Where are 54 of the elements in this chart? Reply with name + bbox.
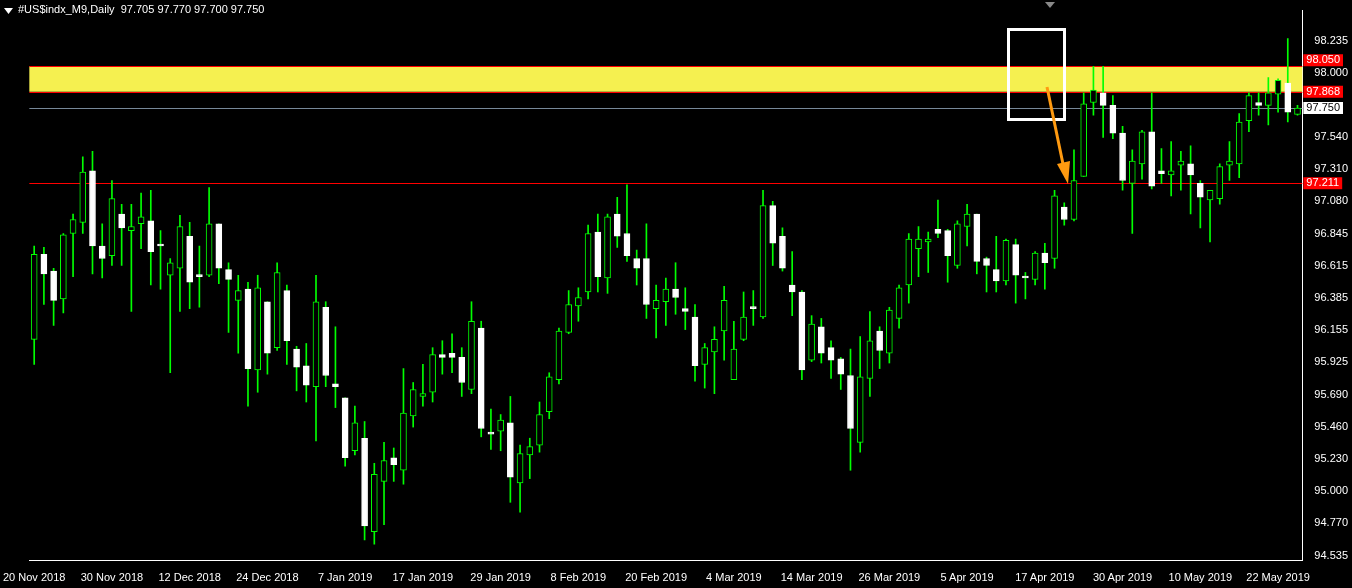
- y-tick-label: 97.540: [1314, 130, 1349, 143]
- y-tick-label: 95.230: [1314, 452, 1349, 465]
- candlestick: [749, 290, 757, 326]
- candlestick: [390, 447, 398, 482]
- x-tick-label: 17 Jan 2019: [392, 571, 454, 584]
- x-tick-label: 17 Apr 2019: [1015, 571, 1075, 584]
- x-tick-label: 14 Mar 2019: [780, 571, 843, 584]
- y-tick-label: 94.770: [1314, 516, 1349, 529]
- x-tick-label: 24 Dec 2018: [236, 571, 299, 584]
- candlestick: [137, 192, 145, 250]
- candlestick: [98, 223, 106, 279]
- x-tick-label: 10 May 2019: [1168, 571, 1233, 584]
- y-tick-label: 97.080: [1314, 194, 1349, 207]
- y-tick-label: 98.000: [1314, 66, 1349, 79]
- candlestick: [1177, 150, 1185, 191]
- x-tick-label: 12 Dec 2018: [158, 571, 221, 584]
- x-tick-label: 30 Nov 2018: [80, 571, 144, 584]
- x-tick-label: 5 Apr 2019: [940, 571, 994, 584]
- x-tick-label: 4 Mar 2019: [706, 571, 762, 584]
- y-tick-label: 95.925: [1314, 355, 1349, 368]
- ref-line-label: 98.050: [1306, 53, 1341, 66]
- candlestick: [448, 333, 456, 374]
- candlestick: [166, 258, 174, 374]
- x-tick-label: 29 Jan 2019: [470, 571, 531, 584]
- x-tick-label: 20 Feb 2019: [625, 571, 688, 584]
- x-tick-label: 20 Nov 2018: [2, 571, 66, 584]
- y-tick-label: 95.000: [1314, 484, 1349, 497]
- y-tick-label: 94.535: [1314, 548, 1349, 561]
- y-tick-label: 95.460: [1314, 420, 1349, 433]
- candlestick: [934, 199, 942, 238]
- ref-line-label: 97.868: [1306, 84, 1341, 97]
- candlestick: [1099, 65, 1107, 138]
- y-tick-label: 96.385: [1314, 291, 1349, 304]
- candlestick: [526, 437, 534, 479]
- candlestick: [681, 287, 689, 330]
- y-tick-label: 97.310: [1314, 162, 1349, 175]
- candlestick: [1167, 141, 1175, 197]
- x-tick-label: 8 Feb 2019: [550, 571, 607, 584]
- candlestick: [234, 274, 242, 354]
- x-tick-label: 7 Jan 2019: [317, 571, 373, 584]
- x-tick-label: 22 May 2019: [1246, 571, 1310, 584]
- x-tick-label: 26 Mar 2019: [858, 571, 921, 584]
- candlestick: [788, 251, 796, 316]
- y-tick-label: 95.690: [1314, 388, 1349, 401]
- y-tick-label: 98.235: [1314, 33, 1349, 46]
- ref-line-label: 97.750: [1306, 101, 1341, 114]
- y-tick-label: 96.845: [1314, 227, 1349, 240]
- ref-line-label: 97.211: [1306, 176, 1340, 189]
- y-tick-label: 96.615: [1314, 259, 1349, 272]
- x-tick-label: 30 Apr 2019: [1092, 571, 1153, 584]
- candlestick: [419, 364, 427, 407]
- chart-title: #US$indx_M9,Daily 97.705 97.770 97.700 97.750: [18, 3, 265, 15]
- candlestick: [992, 235, 1000, 293]
- y-tick-label: 96.155: [1314, 323, 1349, 336]
